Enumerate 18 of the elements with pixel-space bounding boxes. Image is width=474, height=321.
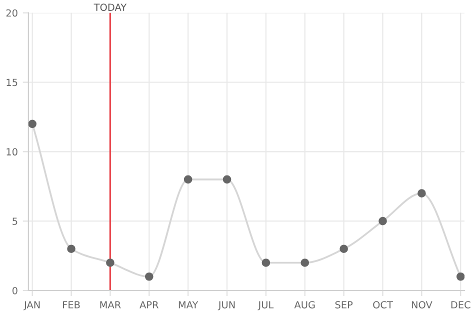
x-tick-label: JUL (258, 301, 274, 310)
x-tick-label: OCT (373, 301, 393, 308)
x-tick-label: SEP (335, 301, 353, 308)
x-tick-label: AUG (294, 301, 315, 308)
ref-line-label: TODAY (94, 4, 127, 11)
x-tick-label: FEB (63, 301, 80, 308)
x-tick-label: MAY (178, 301, 198, 308)
y-tick-label: 15 (6, 78, 18, 86)
x-tick-label: MAR (100, 301, 121, 308)
x-tick-label: NOV (412, 301, 432, 308)
y-tick-label: 20 (6, 9, 18, 17)
x-tick-label: APR (140, 301, 158, 308)
y-tick-label: 5 (12, 218, 18, 225)
x-tick-label: JAN (24, 301, 40, 310)
y-tick-label: 0 (12, 286, 18, 294)
x-tick-label: DEC (451, 301, 470, 308)
x-tick-label: JUN (218, 301, 235, 310)
y-tick-label: 10 (6, 148, 18, 156)
